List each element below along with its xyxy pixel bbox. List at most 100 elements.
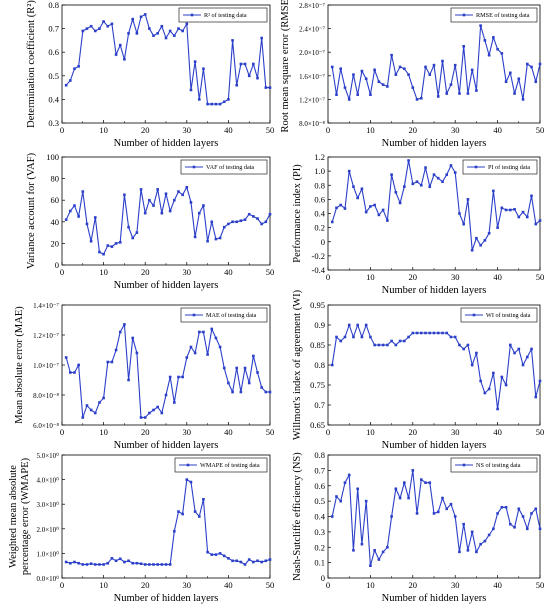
chart-panel-8: 0 10 20 30 40 50 0 0.1 0.2 0.3 0.4 0.5 0.6 0.7 0.8 Numb… — [292, 450, 544, 604]
y-tick-label: 0.1 — [314, 558, 325, 568]
data-point — [487, 53, 491, 57]
legend-marker — [462, 463, 466, 467]
y-tick-label: 0.6 — [48, 47, 59, 57]
data-point — [530, 347, 533, 351]
data-point — [335, 206, 338, 210]
series-line — [65, 13, 270, 105]
x-tick-label: 20 — [409, 427, 418, 437]
legend: WMAPE of testing data — [174, 457, 268, 473]
data-point — [168, 209, 172, 213]
data-point — [386, 545, 389, 549]
data-point — [64, 356, 68, 359]
data-point — [235, 83, 239, 87]
data-point — [509, 208, 512, 212]
data-point — [77, 561, 80, 565]
y-tick-label: 1.2×10⁻⁷ — [33, 332, 59, 340]
data-point — [118, 43, 122, 47]
data-point — [118, 557, 122, 561]
data-point — [168, 375, 172, 379]
x-axis-label: Number of hidden layers — [114, 593, 219, 604]
data-point — [483, 39, 487, 42]
data-point — [239, 560, 243, 564]
data-point — [360, 69, 364, 73]
data-point — [415, 512, 419, 515]
x-tick-label: 0 — [326, 580, 330, 590]
data-point — [475, 236, 478, 240]
data-point — [347, 473, 351, 477]
x-tick-label: 10 — [99, 427, 108, 437]
data-point — [148, 563, 151, 566]
x-tick-label: 0 — [60, 267, 64, 277]
data-point — [106, 360, 110, 364]
y-tick-label: 0.4 — [48, 94, 59, 104]
y-axis-label: Willmott's index of agreement (WI) — [292, 289, 303, 440]
data-point — [156, 32, 159, 35]
y-tick-label: 0.8 — [314, 360, 325, 370]
data-point — [525, 355, 529, 359]
x-tick-label: 50 — [536, 427, 545, 437]
y-axis-label: Root mean square error (RMSE) — [280, 0, 291, 133]
y-tick-label: 0.5 — [48, 71, 59, 81]
data-point — [352, 73, 355, 76]
data-point — [93, 563, 97, 566]
x-axis-label: Number of hidden layers — [114, 440, 219, 451]
data-point — [407, 496, 410, 500]
data-point — [504, 208, 508, 212]
data-point — [193, 351, 197, 355]
data-point — [256, 559, 259, 563]
data-point — [247, 212, 251, 216]
data-point — [202, 204, 205, 207]
data-point — [445, 92, 449, 95]
data-point — [222, 225, 226, 229]
y-tick-label: 0.3 — [48, 118, 59, 128]
data-point — [364, 499, 368, 503]
data-point — [538, 379, 542, 383]
data-point — [466, 549, 470, 552]
data-point — [441, 496, 444, 500]
data-point — [123, 193, 126, 197]
y-tick-label: 40 — [51, 217, 60, 227]
x-tick-label: 10 — [366, 272, 375, 282]
data-point — [449, 83, 453, 86]
data-point — [424, 331, 427, 335]
data-point — [373, 203, 376, 207]
y-axis-label-line: percentage error (WMAPE) — [20, 457, 31, 575]
x-tick-label: 30 — [451, 272, 460, 282]
data-point — [193, 510, 197, 513]
data-point — [369, 93, 372, 96]
data-point — [156, 563, 159, 566]
data-point — [218, 345, 222, 349]
data-point — [231, 220, 234, 224]
y-tick-label: 8.0×10⁻⁸ — [299, 120, 325, 128]
data-point — [189, 201, 193, 204]
data-point — [85, 404, 89, 407]
data-point — [398, 496, 402, 500]
data-point — [114, 53, 118, 56]
data-point — [197, 515, 201, 518]
data-point — [81, 563, 85, 566]
x-tick-label: 30 — [183, 427, 192, 437]
x-tick-label: 30 — [451, 125, 460, 135]
data-point — [189, 88, 193, 92]
data-point — [98, 250, 101, 254]
data-point — [135, 561, 139, 565]
data-point — [424, 481, 427, 484]
data-point — [231, 559, 234, 563]
data-point — [356, 196, 359, 200]
data-point — [352, 335, 355, 339]
data-point — [369, 564, 372, 567]
y-tick-label: 0.7 — [48, 24, 59, 34]
data-point — [181, 193, 184, 197]
data-point — [509, 522, 512, 526]
data-point — [189, 480, 193, 484]
x-tick-label: 0 — [326, 272, 330, 282]
data-point — [264, 86, 268, 89]
data-point — [343, 335, 347, 339]
data-point — [483, 391, 487, 395]
y-axis-label: Mean absolute error (MAE) — [14, 306, 25, 424]
data-point — [131, 336, 135, 340]
data-point — [330, 65, 334, 69]
plot-frame — [61, 454, 271, 579]
data-point — [227, 98, 230, 101]
legend-marker — [190, 13, 194, 17]
